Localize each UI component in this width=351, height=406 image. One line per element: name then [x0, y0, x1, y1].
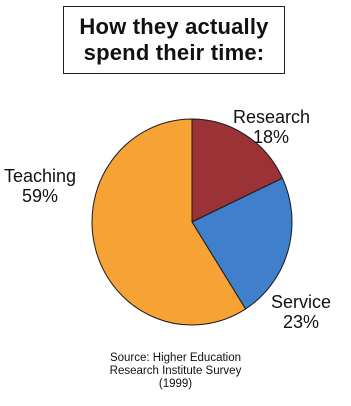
research-label: Research [233, 107, 311, 127]
service-label: Service [270, 292, 332, 312]
source-line-1: Source: Higher Education [109, 352, 242, 364]
teaching-slice-label: Teaching 59% [2, 166, 78, 206]
chart-title-line-1: How they actually [79, 14, 269, 39]
source-note: Source: Higher Education Research Instit… [0, 352, 351, 391]
pie-slice-service [191, 177, 293, 310]
pie-slice-research [191, 118, 283, 223]
service-value-label: 23% [282, 312, 320, 332]
source-line-3: (1999) [158, 378, 193, 390]
pie-slice-teaching [91, 118, 247, 326]
research-slice-label: Research 18% [233, 107, 311, 147]
teaching-value-label: 59% [21, 186, 59, 206]
chart-title-box: How they actually spend their time: [63, 6, 285, 74]
chart-title-line-2: spend their time: [83, 40, 265, 65]
teaching-label: Teaching [3, 166, 77, 186]
service-slice-label: Service 23% [266, 292, 336, 332]
research-value-label: 18% [252, 127, 290, 147]
source-line-2: Research Institute Survey [109, 365, 242, 377]
